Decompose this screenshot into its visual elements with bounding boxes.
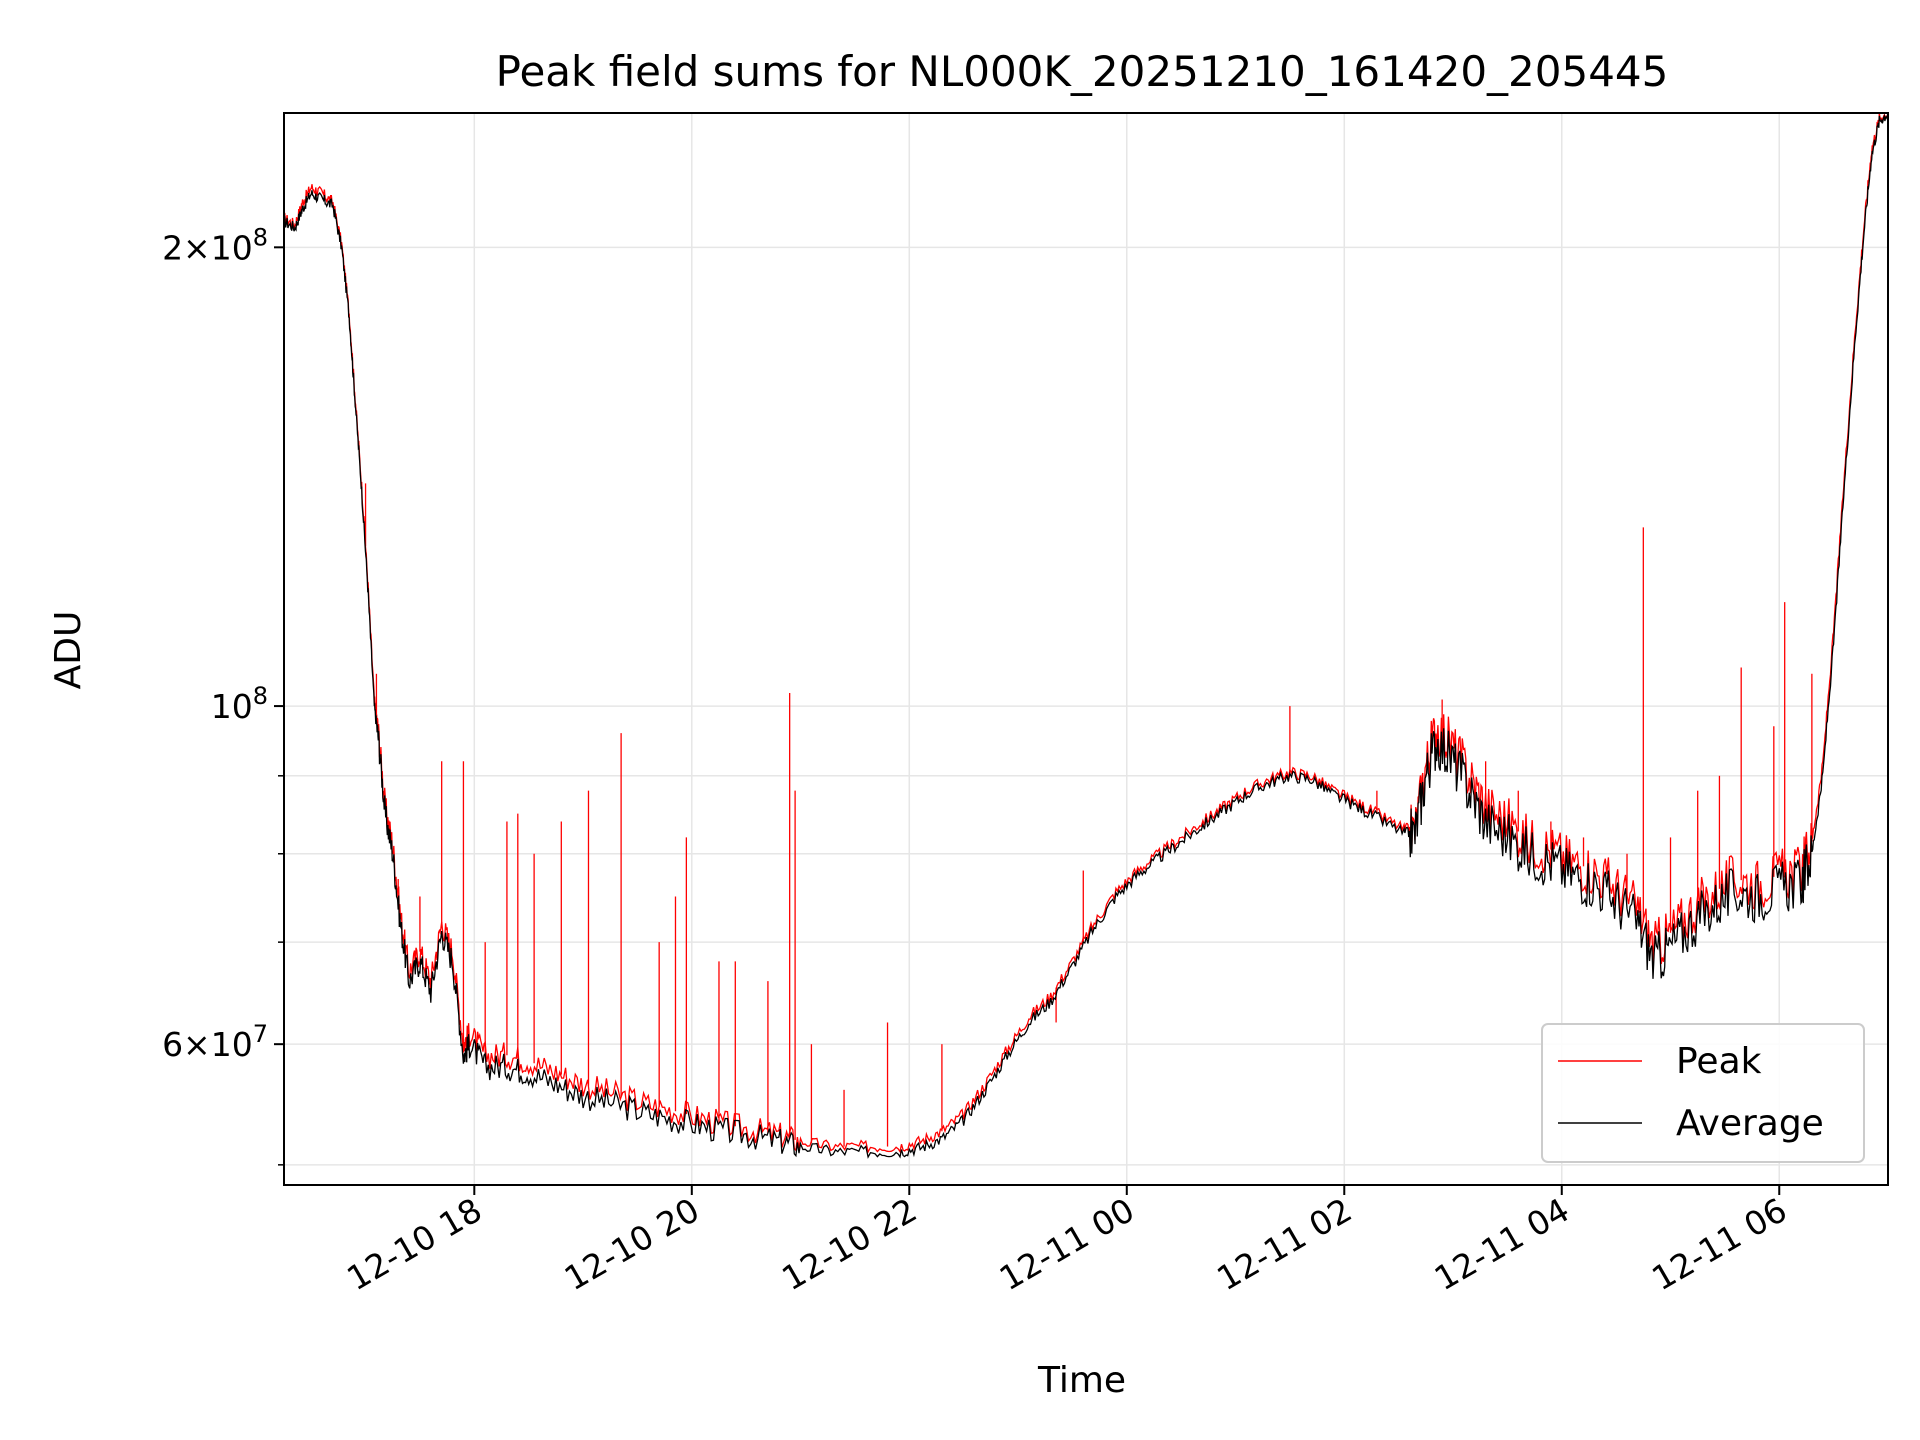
average-series: [284, 113, 1888, 1159]
legend-box: [1541, 1023, 1865, 1163]
chart-title: Peak field sums for NL000K_20251210_1614…: [496, 47, 1669, 96]
y-axis-ticks: 2×108 108 6×107: [162, 223, 284, 1166]
y-axis-label: ADU: [48, 611, 89, 690]
y-tick-label: 108: [211, 682, 268, 726]
y-tick-label: 6×107: [162, 1020, 268, 1064]
x-axis-label: Time: [1037, 1360, 1126, 1401]
y-tick-label: 2×108: [162, 223, 268, 267]
plot-frame: [283, 112, 1889, 1186]
grid-lines: [284, 113, 1888, 1185]
legend-peak-label: Peak: [1676, 1041, 1762, 1082]
average-line: [284, 113, 1888, 1159]
legend: Peak Average: [1541, 1023, 1865, 1163]
legend-average-label: Average: [1676, 1103, 1824, 1144]
peak-series: [284, 113, 1888, 1154]
